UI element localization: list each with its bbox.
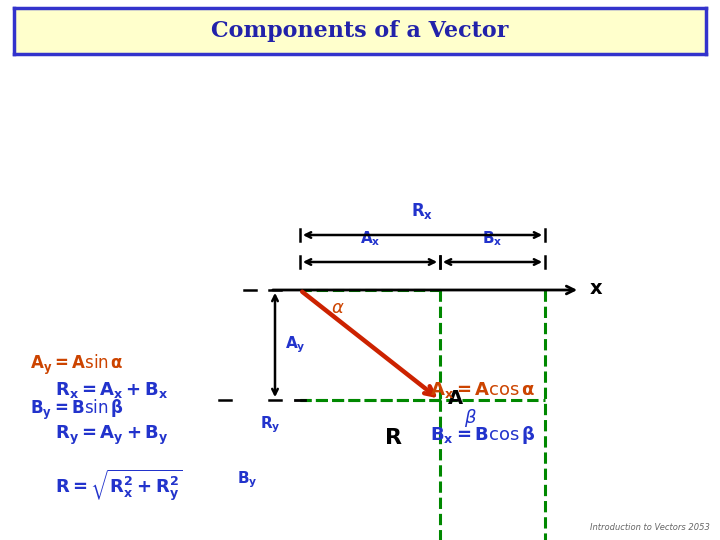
Text: x: x xyxy=(590,279,603,298)
Text: $\mathbf{R_x}$: $\mathbf{R_x}$ xyxy=(411,201,433,221)
Text: $\mathbf{A_y = A\sin\alpha}$: $\mathbf{A_y = A\sin\alpha}$ xyxy=(30,353,124,377)
Text: $\mathbf{B_y = B\sin\beta}$: $\mathbf{B_y = B\sin\beta}$ xyxy=(30,398,124,422)
Text: $\mathbf{R = \sqrt{R_x^2 + R_y^2}}$: $\mathbf{R = \sqrt{R_x^2 + R_y^2}}$ xyxy=(55,467,183,503)
Text: $\mathbf{A_x = A\cos\alpha}$: $\mathbf{A_x = A\cos\alpha}$ xyxy=(430,380,536,400)
Text: $\mathbf{R_x = A_x + B_x}$: $\mathbf{R_x = A_x + B_x}$ xyxy=(55,380,168,400)
Text: Components of a Vector: Components of a Vector xyxy=(211,20,509,42)
Text: $\mathbf{B_y}$: $\mathbf{B_y}$ xyxy=(237,470,258,490)
Text: $\mathbf{A_y}$: $\mathbf{A_y}$ xyxy=(285,335,306,355)
Text: R: R xyxy=(384,429,402,449)
Text: $\mathbf{R_y}$: $\mathbf{R_y}$ xyxy=(260,415,281,435)
Text: $\mathbf{R_y = A_y + B_y}$: $\mathbf{R_y = A_y + B_y}$ xyxy=(55,423,168,447)
Text: $\beta$: $\beta$ xyxy=(464,407,477,429)
Text: $\alpha$: $\alpha$ xyxy=(331,299,345,317)
Text: Introduction to Vectors 2053: Introduction to Vectors 2053 xyxy=(590,523,710,532)
Text: $\mathbf{B_x = B\cos\beta}$: $\mathbf{B_x = B\cos\beta}$ xyxy=(430,424,536,446)
Text: $\mathbf{A_x}$: $\mathbf{A_x}$ xyxy=(360,230,380,248)
Text: $\mathbf{B_x}$: $\mathbf{B_x}$ xyxy=(482,230,503,248)
Text: A: A xyxy=(448,388,463,408)
